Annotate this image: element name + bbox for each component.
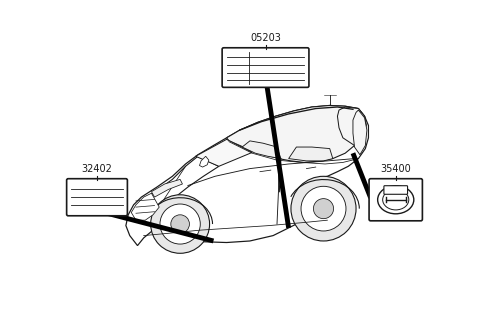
FancyBboxPatch shape	[222, 48, 309, 87]
Circle shape	[160, 204, 200, 244]
Circle shape	[151, 195, 210, 253]
Polygon shape	[137, 156, 219, 218]
FancyBboxPatch shape	[67, 179, 127, 216]
Circle shape	[171, 215, 190, 233]
Polygon shape	[337, 107, 366, 146]
Text: 35400: 35400	[380, 164, 411, 174]
Circle shape	[313, 198, 334, 219]
Polygon shape	[132, 193, 159, 220]
Text: 05203: 05203	[250, 33, 281, 43]
Polygon shape	[200, 156, 209, 167]
Polygon shape	[227, 106, 366, 163]
Polygon shape	[353, 110, 367, 155]
Circle shape	[301, 186, 346, 231]
Polygon shape	[196, 139, 252, 166]
Polygon shape	[242, 141, 281, 159]
FancyBboxPatch shape	[369, 179, 422, 221]
Polygon shape	[288, 147, 333, 161]
Polygon shape	[152, 180, 182, 197]
Circle shape	[291, 176, 356, 241]
Text: 32402: 32402	[82, 164, 112, 174]
Polygon shape	[126, 106, 369, 246]
FancyBboxPatch shape	[384, 186, 408, 194]
